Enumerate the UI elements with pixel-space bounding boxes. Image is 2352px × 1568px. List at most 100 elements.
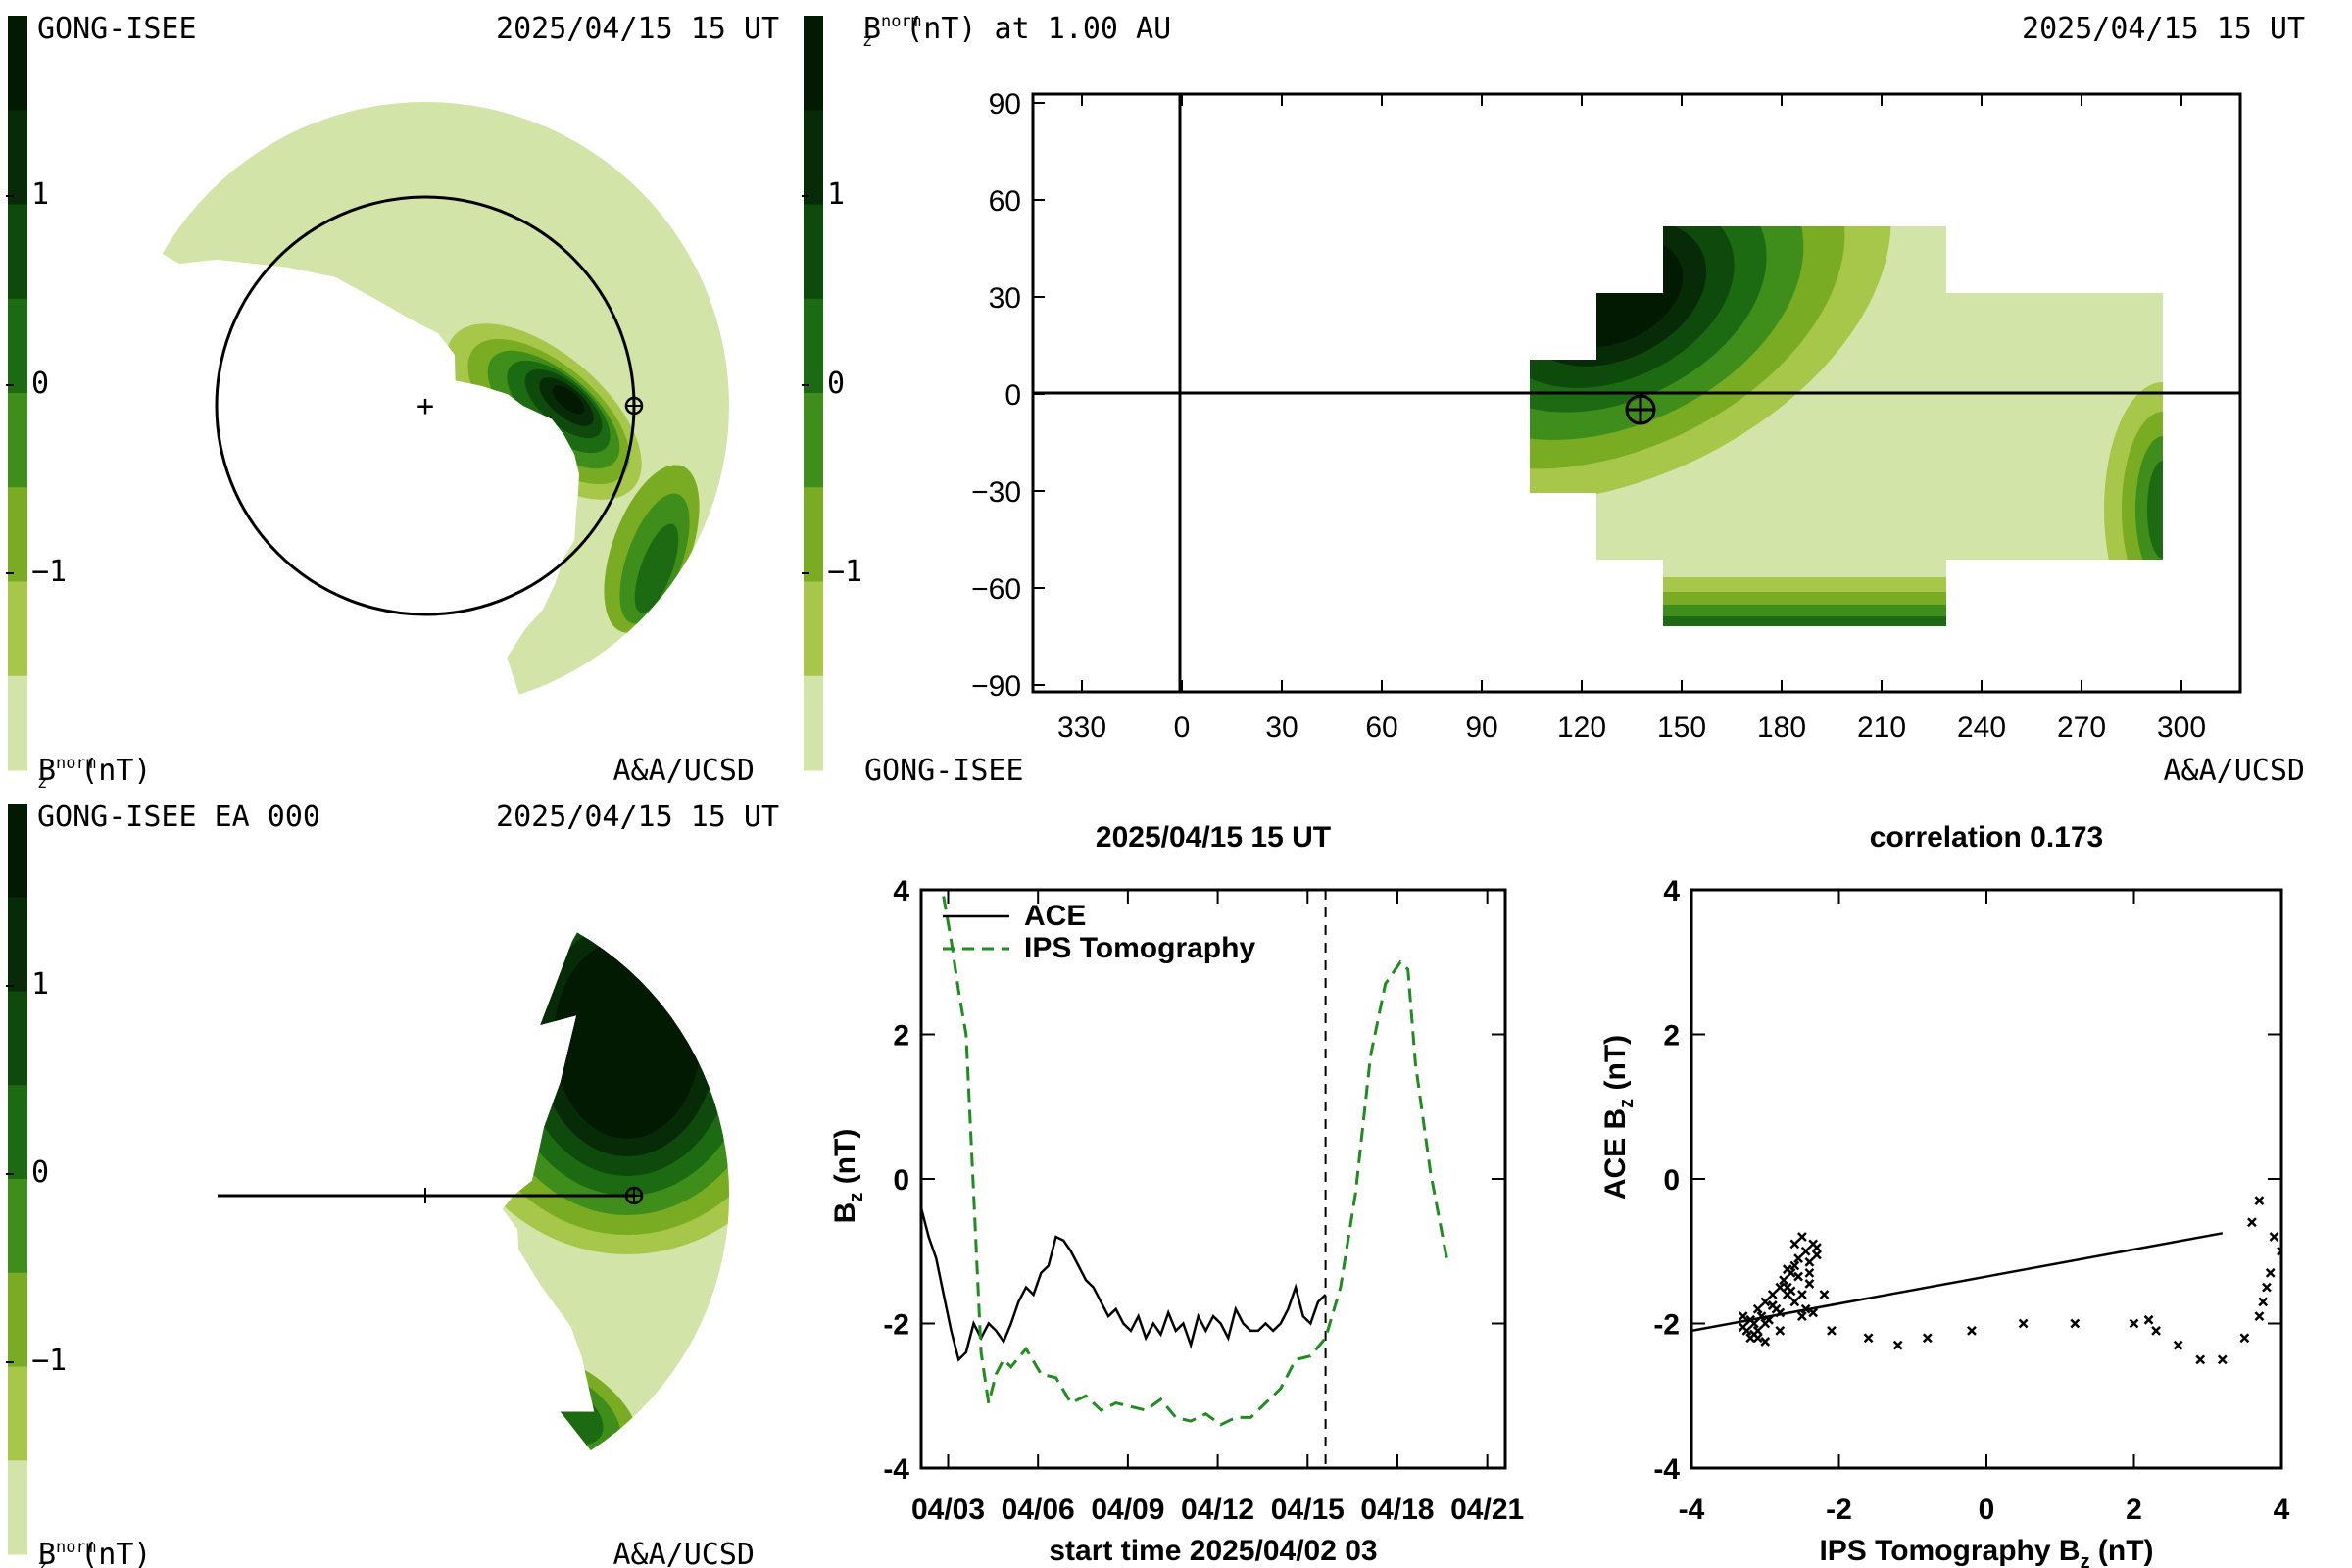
latlon-x-tick-label: 150: [1657, 711, 1706, 744]
earth-marker-meridional: [624, 1186, 644, 1205]
scatter-point: [1789, 1260, 1800, 1271]
meridional-contour: [554, 939, 701, 1139]
earth-marker: [624, 396, 644, 416]
earth-marker-latlon: [1625, 394, 1656, 425]
latlon-east-contour: [2147, 461, 2163, 559]
scatter-point: [1804, 1279, 1815, 1289]
scatter-point: [1789, 1239, 1800, 1250]
latlon-x-ticks: 330 0 30 60 90 120 150 180 210 240 270 300: [1057, 94, 2206, 744]
timeseries-x-tick-label: 04/09: [1091, 1494, 1164, 1526]
timeseries-chart: 2025/04/15 15 UT 04/03 04/06 04/09 04/12 04/…: [829, 821, 1524, 1567]
scatter-point: [1738, 1322, 1748, 1333]
timeseries-y-tick-label: -4: [883, 1453, 909, 1486]
panel-bl-credit: A&A/UCSD: [613, 1538, 756, 1568]
scatter-point: [1827, 1325, 1837, 1336]
colorbar-band: [804, 110, 823, 205]
colorbar-tr-tick-label: −1: [827, 555, 862, 589]
colorbar-band: [8, 897, 27, 992]
scatter-point: [2262, 1282, 2272, 1293]
cme-contour: [552, 385, 585, 415]
scatter-point: [2129, 1318, 2139, 1329]
scatter-point: [2217, 1354, 2228, 1365]
latlon-x-tick-label: 30: [1265, 711, 1298, 744]
scatter-point: [2018, 1318, 2029, 1329]
latlon-y-tick-label: 30: [989, 282, 1021, 315]
scatter-x-tick-label: -2: [1826, 1494, 1852, 1526]
colorbar-band: [804, 675, 823, 771]
latlon-x-tick-label: 60: [1365, 711, 1397, 744]
panel-bottom-left: 1 0 −1 GONG-ISEE EA 000 2025/04/15 15 UT B…: [6, 800, 779, 1568]
latlon-x-tick-label: 270: [2057, 711, 2106, 744]
latlon-y-tick-label: −60: [971, 573, 1021, 606]
meridional-map: [502, 932, 729, 1450]
scatter-point: [2173, 1340, 2183, 1350]
latlon-x-tick-label: 90: [1465, 711, 1497, 744]
scatter-point: [2151, 1325, 2161, 1336]
panel-bl-colorbar-label: Bnorm z (nT): [37, 1538, 152, 1568]
latlon-y-tick-label: 60: [989, 185, 1021, 218]
scatter-point: [1800, 1246, 1811, 1256]
latlon-map: [1530, 226, 2163, 626]
cme-blob: [446, 323, 700, 633]
colorbar-band: [8, 16, 27, 111]
legend-label-ips: IPS Tomography: [1024, 932, 1255, 964]
scatter-chart: correlation 0.173 -4 -2 0 2 4 4 2 0 -2 -4 ACE Bz …: [1599, 821, 2290, 1568]
scatter-x-tick-label: 4: [2274, 1494, 2290, 1526]
timeseries-y-tick-label: 0: [893, 1164, 909, 1197]
scatter-point: [1745, 1314, 1756, 1325]
timeseries-ylabel: Bz (nT): [829, 1129, 867, 1224]
scatter-point: [2254, 1196, 2265, 1206]
colorbar-band: [8, 991, 27, 1086]
timeseries-x-tick-label: 04/03: [911, 1494, 985, 1526]
scatter-point: [2265, 1267, 2276, 1278]
timeseries-x-tick-label: 04/12: [1181, 1494, 1254, 1526]
scatter-point: [2143, 1314, 2154, 1325]
scatter-x-tick-label: -4: [1679, 1494, 1705, 1526]
timeseries-frame: [919, 888, 1507, 1470]
scatter-point: [1760, 1318, 1771, 1329]
colorbar-band: [804, 393, 823, 488]
scatter-point: [1752, 1325, 1763, 1336]
timeseries-title: 2025/04/15 15 UT: [1096, 821, 1331, 854]
timeseries-x-tick-label: 04/15: [1271, 1494, 1345, 1526]
series-ips-tomography: [941, 890, 1450, 1427]
cme-tail-contour: [634, 523, 679, 613]
scatter-frame: [1690, 888, 2283, 1470]
colorbar-band: [8, 110, 27, 205]
latlon-x-tick-label: 330: [1057, 711, 1106, 744]
panel-bl-source: GONG-ISEE EA 000: [37, 800, 320, 834]
scatter-point: [2247, 1217, 2257, 1228]
panel-tl-source: GONG-ISEE: [37, 12, 197, 46]
colorbar-tl-tick-label: 0: [31, 367, 49, 401]
latlon-y-tick-label: 0: [1004, 379, 1021, 412]
colorbar-tl-tick-label: 1: [31, 177, 49, 212]
scatter-point: [1789, 1297, 1800, 1307]
scatter-point: [2254, 1311, 2265, 1322]
panel-tl-colorbar-label: Bnorm z (nT): [37, 754, 152, 793]
scatter-point: [1863, 1333, 1874, 1344]
scatter-point: [1796, 1232, 1807, 1242]
colorbar-band: [8, 675, 27, 771]
panel-top-right: 1 0 −1 Bnorm z (nT) at 1.00 AU 2025/04/15 15…: [802, 12, 2305, 788]
scatter-ticks: -4 -2 0 2 4 4 2 0 -2 -4: [1653, 875, 2289, 1526]
scatter-point: [1892, 1340, 1903, 1350]
scatter-point: [1752, 1333, 1763, 1344]
scatter-point: [1804, 1267, 1815, 1278]
timeseries-xlabel: start time 2025/04/02 03: [1049, 1535, 1377, 1567]
colorbar-band: [8, 393, 27, 488]
scatter-point: [1819, 1290, 1830, 1299]
colorbar-tl-tick-label: −1: [31, 555, 67, 589]
ecliptic-map-top-left: [162, 102, 729, 695]
latlon-x-tick-label: 240: [1957, 711, 2006, 744]
scatter-point: [1793, 1271, 1803, 1282]
scatter-point: [2070, 1318, 2081, 1329]
scatter-marks: [1691, 1196, 2281, 1365]
sun-marker: +: [416, 389, 434, 423]
regression-line: [1691, 1232, 2224, 1333]
timeseries-y-tick-label: 2: [893, 1020, 909, 1053]
scatter-point: [1775, 1307, 1786, 1318]
scatter-point: [2277, 1246, 2281, 1256]
latlon-y-tick-label: −90: [971, 670, 1021, 703]
latlon-x-tick-label: 180: [1757, 711, 1806, 744]
timeseries-y-tick-label: 4: [893, 875, 909, 907]
